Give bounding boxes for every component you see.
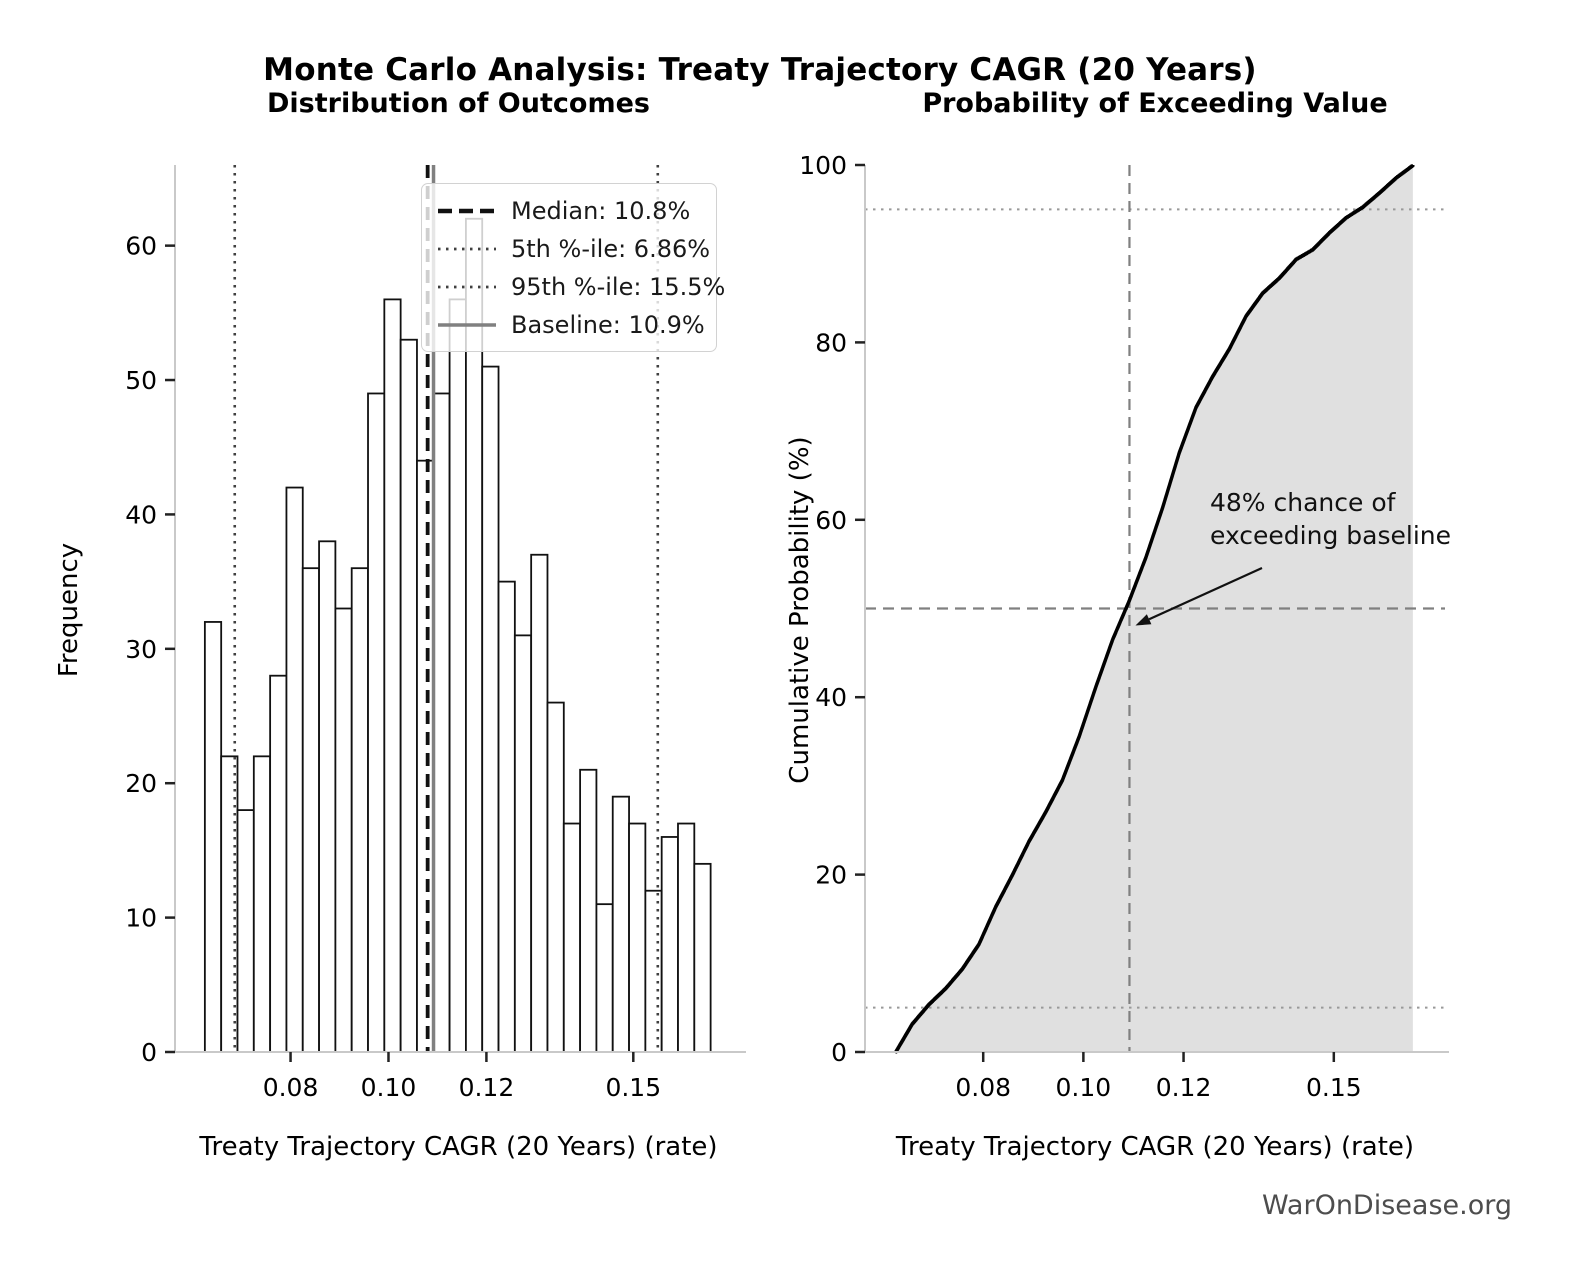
svg-text:60: 60 (815, 506, 847, 535)
histogram-bar (546, 701, 565, 1053)
svg-text:50: 50 (125, 366, 157, 395)
histogram-bar (334, 607, 353, 1053)
histogram-bar (236, 809, 255, 1053)
svg-text:0.10: 0.10 (361, 1073, 417, 1102)
histogram-bar (481, 365, 500, 1053)
histogram-bar (252, 755, 272, 1053)
legend-item-p95: 95th %-ile: 15.5% (436, 270, 725, 303)
histogram-bar (693, 862, 712, 1053)
cdf-xlabel: Treaty Trajectory CAGR (20 Years) (rate) (895, 1132, 1415, 1162)
histogram-bar (350, 567, 369, 1053)
histogram-bar (660, 836, 679, 1053)
histogram-bar (611, 795, 630, 1053)
histogram-bar (677, 822, 696, 1053)
svg-text:40: 40 (125, 500, 157, 529)
histogram-bar (530, 553, 549, 1053)
hist-ylabel: Frequency (54, 542, 84, 678)
svg-text:0.08: 0.08 (955, 1073, 1011, 1102)
histogram-bar (562, 822, 582, 1053)
p5-dotted-line-icon (438, 247, 496, 250)
histogram-bar (513, 634, 533, 1053)
legend-item-p5: 5th %-ile: 6.86% (436, 232, 710, 265)
cdf-curve (894, 164, 1415, 1054)
svg-text:30: 30 (125, 635, 157, 664)
legend-label: 5th %-ile: 6.86% (511, 234, 711, 263)
annotation-arrow (1148, 566, 1263, 621)
histogram-bar (367, 392, 386, 1053)
svg-text:0.12: 0.12 (1156, 1073, 1212, 1102)
histogram-bar (644, 889, 663, 1053)
legend-label: Median: 10.8% (511, 196, 691, 225)
p95-dotted-line-icon (438, 285, 496, 288)
svg-text:0: 0 (141, 1038, 157, 1067)
svg-text:0.15: 0.15 (605, 1073, 661, 1102)
svg-text:80: 80 (815, 328, 847, 357)
histogram-bar (399, 338, 418, 1053)
histogram-bar (318, 540, 337, 1053)
median-dashed-line-icon (438, 208, 496, 213)
histogram-bar (203, 621, 223, 1053)
histogram-bar (301, 567, 320, 1053)
baseline-solid-line-icon (438, 322, 496, 327)
histogram-bar (383, 298, 402, 1053)
histogram-bar (285, 486, 304, 1053)
cdf-title: Probability of Exceeding Value (922, 88, 1388, 119)
histogram-bar (628, 822, 647, 1053)
histogram-bar (497, 580, 516, 1053)
watermark: WarOnDisease.org (1261, 1190, 1512, 1221)
histogram-bar (269, 674, 288, 1053)
svg-text:0.15: 0.15 (1306, 1073, 1362, 1102)
hist-title: Distribution of Outcomes (267, 88, 650, 119)
svg-text:10: 10 (125, 904, 157, 933)
annotation-exceed-baseline: 48% chance of exceeding baseline (1210, 486, 1451, 552)
legend-label: Baseline: 10.9% (511, 310, 705, 339)
main-title: Monte Carlo Analysis: Treaty Trajectory … (263, 52, 1257, 88)
histogram-bar (595, 903, 614, 1053)
cdf-ylabel: Cumulative Probability (%) (785, 436, 815, 784)
svg-text:40: 40 (815, 683, 847, 712)
svg-text:100: 100 (799, 151, 847, 180)
svg-text:0.08: 0.08 (263, 1073, 319, 1102)
legend-item-baseline: Baseline: 10.9% (436, 308, 705, 341)
legend: Median: 10.8% 5th %-ile: 6.86% 95th %-il… (421, 183, 725, 352)
svg-text:0.12: 0.12 (459, 1073, 515, 1102)
legend-item-median: Median: 10.8% (436, 194, 702, 227)
svg-text:0: 0 (831, 1038, 847, 1067)
histogram-bar (416, 459, 435, 1053)
hist-xlabel: Treaty Trajectory CAGR (20 Years) (rate) (199, 1132, 718, 1162)
svg-text:60: 60 (125, 232, 157, 261)
svg-text:20: 20 (815, 861, 847, 890)
annotation-arrowhead (1135, 614, 1152, 626)
histogram-bar (579, 768, 598, 1053)
legend-label: 95th %-ile: 15.5% (511, 272, 726, 301)
histogram-bar (448, 298, 467, 1053)
histogram-bar (432, 392, 451, 1053)
svg-text:20: 20 (125, 769, 157, 798)
annotation-line-2: exceeding baseline (1210, 521, 1451, 550)
annotation-line-1: 48% chance of (1210, 488, 1396, 517)
svg-text:0.10: 0.10 (1056, 1073, 1112, 1102)
histogram-bar (220, 755, 239, 1053)
